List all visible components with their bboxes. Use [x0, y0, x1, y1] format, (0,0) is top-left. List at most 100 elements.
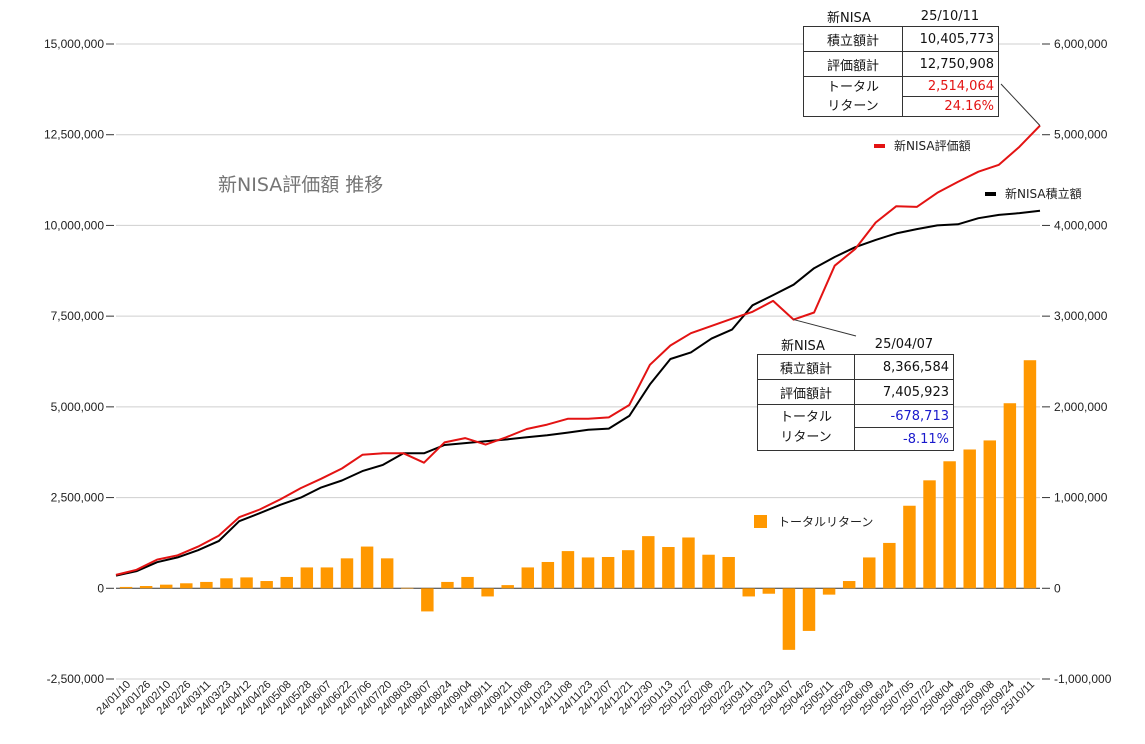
right-tick-label: 4,000,000 [1054, 218, 1108, 232]
legend-valuation[interactable]: 新NISA評価額 [874, 137, 971, 154]
right-tick-label: 6,000,000 [1054, 37, 1108, 51]
left-tick-label: 10,000,000 [44, 218, 104, 232]
right-tick-label: 5,000,000 [1054, 128, 1108, 142]
right-tick-label: 3,000,000 [1054, 309, 1108, 323]
right-tick-label: 0 [1054, 581, 1061, 595]
return-bar [662, 547, 675, 589]
return-bar [883, 542, 896, 589]
chart-title: 新NISA評価額 推移 [218, 174, 384, 196]
return-bar [581, 557, 595, 589]
return-bar [762, 588, 776, 594]
return-bar [240, 577, 253, 589]
callout-2504-return-value: -678,713 [854, 404, 954, 428]
return-bar [521, 567, 535, 589]
legend-contribution[interactable]: 新NISA積立額 [985, 185, 1082, 202]
return-bar [421, 588, 434, 612]
callout-2510-date: 25/10/11 [920, 8, 980, 24]
callout-2510-return-pct: 24.16% [902, 96, 999, 117]
callout-2510-row: トータル リターン 2,514,064 [803, 76, 999, 117]
return-bar [682, 537, 695, 589]
callout-2510-header-left: 新NISA [827, 10, 871, 26]
return-bar [501, 585, 514, 589]
callout-2510-row2-label: 評価額計 [803, 51, 903, 77]
valuation-line [115, 124, 1041, 576]
callout-2510-row2-value: 12,750,908 [902, 51, 999, 77]
left-tick-label: 15,000,000 [44, 37, 104, 51]
callout-2510: 新NISA 25/10/11 積立額計 10,405,773 評価額計 12,7… [803, 6, 999, 117]
return-bar [541, 561, 555, 589]
contribution-line [115, 209, 1041, 577]
return-bar [380, 558, 394, 589]
return-bar [200, 581, 213, 589]
callout-2504-return-label-1: トータル [779, 409, 832, 425]
callout-2510-return-value: 2,514,064 [902, 76, 999, 97]
legend-return-swatch [754, 515, 767, 528]
callout-2504-date: 25/04/07 [874, 336, 934, 352]
callout-2510-return-label-1: トータル [826, 79, 879, 95]
return-bar [401, 587, 414, 589]
return-bar [1003, 403, 1017, 589]
callout-2504-table: 積立額計 8,366,584 評価額計 7,405,923 トータル リターン … [757, 354, 954, 451]
legend-contribution-swatch [985, 191, 996, 196]
right-tick-label: 1,000,000 [1054, 491, 1108, 505]
callout-2510-row: 積立額計 10,405,773 [803, 26, 999, 52]
right-tick-label: -1,000,000 [1054, 672, 1112, 686]
return-bar [722, 556, 735, 589]
legend-valuation-label: 新NISA評価額 [894, 139, 971, 153]
return-bar [360, 546, 374, 589]
return-bar [702, 554, 715, 589]
return-bar [943, 461, 956, 589]
return-bar [461, 576, 474, 589]
left-tick-label: 2,500,000 [51, 491, 105, 505]
callout-2504-row2-value: 7,405,923 [854, 379, 954, 405]
return-bar [601, 556, 615, 589]
callout-2510-return-label: トータル リターン [803, 76, 903, 117]
callout-leader-line [793, 319, 857, 337]
callout-2504-row1-value: 8,366,584 [854, 354, 954, 380]
return-bar [119, 586, 133, 589]
callout-2504-return-pct: -8.11% [854, 427, 954, 451]
callout-2510-return-label-2: リターン [827, 98, 879, 114]
callout-leader-line [1000, 83, 1041, 126]
return-bar [742, 588, 755, 597]
return-bar [340, 558, 354, 589]
return-bar [822, 588, 836, 595]
return-bar [802, 588, 816, 631]
return-bar [923, 480, 936, 589]
callout-2510-header: 新NISA 25/10/11 [803, 6, 999, 26]
right-tick-label: 2,000,000 [1054, 400, 1108, 414]
return-bar [903, 505, 916, 589]
return-bar [300, 567, 314, 589]
callout-2504-row: 評価額計 7,405,923 [757, 379, 954, 405]
return-bar [642, 536, 655, 589]
return-bar [139, 586, 153, 589]
callout-2504: 新NISA 25/04/07 積立額計 8,366,584 評価額計 7,405… [757, 334, 954, 451]
callout-2504-return-label: トータル リターン [757, 404, 855, 451]
return-bar [963, 449, 976, 589]
return-bar [983, 440, 997, 589]
return-bar [842, 581, 856, 589]
callout-2504-row2-label: 評価額計 [757, 379, 855, 405]
return-bar [441, 581, 454, 589]
legend-return-label: トータルリターン [778, 515, 874, 529]
return-bar [159, 584, 173, 589]
left-tick-label: 12,500,000 [44, 128, 104, 142]
return-bar [260, 581, 273, 589]
callout-2510-table: 積立額計 10,405,773 評価額計 12,750,908 トータル リター… [803, 26, 999, 117]
left-tick-label: 7,500,000 [51, 309, 105, 323]
callout-2504-row: -8.11% [758, 427, 954, 451]
return-bar [561, 551, 575, 589]
callout-2510-row: 24.16% [804, 96, 999, 117]
return-bar [621, 550, 635, 589]
return-bar [1023, 360, 1037, 589]
callout-2510-row1-value: 10,405,773 [902, 26, 999, 52]
callout-2504-row1-label: 積立額計 [757, 354, 855, 380]
return-bar [481, 588, 494, 597]
legend-valuation-swatch [874, 143, 885, 148]
legend-return[interactable]: トータルリターン [754, 513, 873, 530]
return-bar [320, 567, 334, 589]
callout-2504-return-label-2: リターン [780, 429, 832, 445]
callout-2504-header: 新NISA 25/04/07 [757, 334, 954, 354]
left-tick-label: 5,000,000 [51, 400, 105, 414]
